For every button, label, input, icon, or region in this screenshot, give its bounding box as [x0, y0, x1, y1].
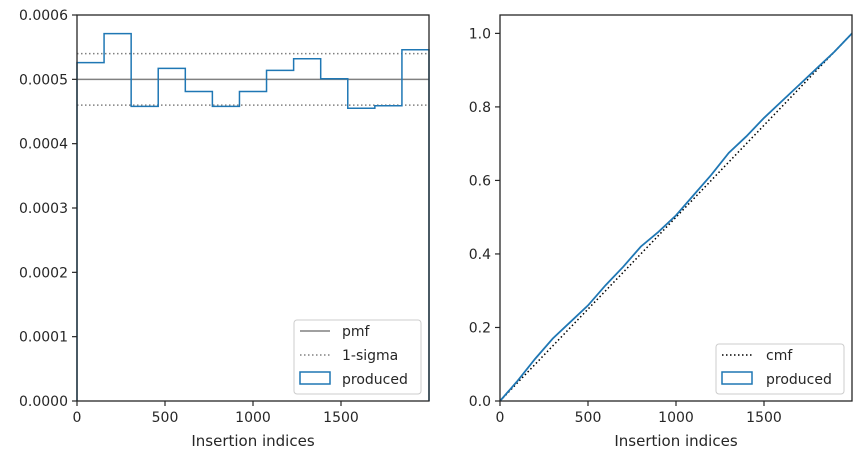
pmf-y-tick-label: 0.0003	[19, 201, 68, 217]
cmf-panel: 0 500 1000 1500 0.0 0.2 0.4 0.6 0.8 1.0 Insertion…	[469, 14, 853, 450]
cmf-y-tick-label: 0.2	[469, 320, 491, 336]
cmf-y-tick-label: 1.0	[469, 26, 491, 42]
cmf-y-tick-label: 0.0	[469, 394, 491, 410]
cmf-legend: cmf produced	[715, 343, 845, 395]
cmf-plot-area	[499, 32, 853, 402]
pmf-x-tick-label: 1000	[235, 410, 271, 426]
cmf-x-tick-label: 1500	[746, 410, 782, 426]
pmf-legend-swatch-produced	[299, 371, 331, 385]
cmf-x-tick-label: 1000	[658, 410, 694, 426]
produced-histogram	[76, 32, 430, 401]
cmf-y-tick-label: 0.6	[469, 173, 491, 189]
pmf-legend-box	[293, 319, 422, 395]
pmf-x-tick-label: 1500	[323, 410, 359, 426]
cmf-y-tick-label: 0.8	[469, 100, 491, 116]
cmf-ticks: 0 500 1000 1500 0.0 0.2 0.4 0.6 0.8 1.0	[469, 26, 782, 426]
cmf-x-tick-label: 500	[575, 410, 602, 426]
pmf-y-tick-label: 0.0004	[19, 137, 68, 153]
cmf-line	[499, 32, 853, 402]
pmf-y-tick-label: 0.0000	[19, 394, 68, 410]
cmf-y-tick-label: 0.4	[469, 247, 491, 263]
pmf-x-axis-label: Insertion indices	[191, 432, 314, 450]
pmf-legend-label-sigma: 1-sigma	[342, 348, 398, 364]
pmf-y-tick-label: 0.0002	[19, 265, 68, 281]
cmf-x-tick-label: 0	[496, 410, 505, 426]
pmf-plot-area	[76, 32, 430, 401]
pmf-y-tick-label: 0.0005	[19, 72, 68, 88]
pmf-legend-label-produced: produced	[342, 372, 408, 388]
pmf-panel: 0 500 1000 1500 0.0000 0.0001 0.0002 0.0003 0.00…	[19, 8, 430, 450]
pmf-legend-label-pmf: pmf	[342, 324, 371, 340]
pmf-y-tick-label: 0.0001	[19, 330, 68, 346]
pmf-y-tick-label: 0.0006	[19, 8, 68, 24]
pmf-ticks: 0 500 1000 1500 0.0000 0.0001 0.0002 0.0003 0.00…	[19, 8, 359, 426]
cmf-x-axis-label: Insertion indices	[614, 432, 737, 450]
cmf-legend-label-produced: produced	[766, 372, 832, 388]
cmf-legend-box	[715, 343, 845, 395]
produced-cmf-line	[499, 32, 853, 402]
pmf-legend: pmf 1-sigma produced	[293, 319, 422, 395]
cmf-legend-swatch-produced	[721, 371, 753, 385]
pmf-x-tick-label: 500	[152, 410, 179, 426]
pmf-x-tick-label: 0	[73, 410, 82, 426]
cmf-legend-label-cmf: cmf	[766, 348, 793, 364]
